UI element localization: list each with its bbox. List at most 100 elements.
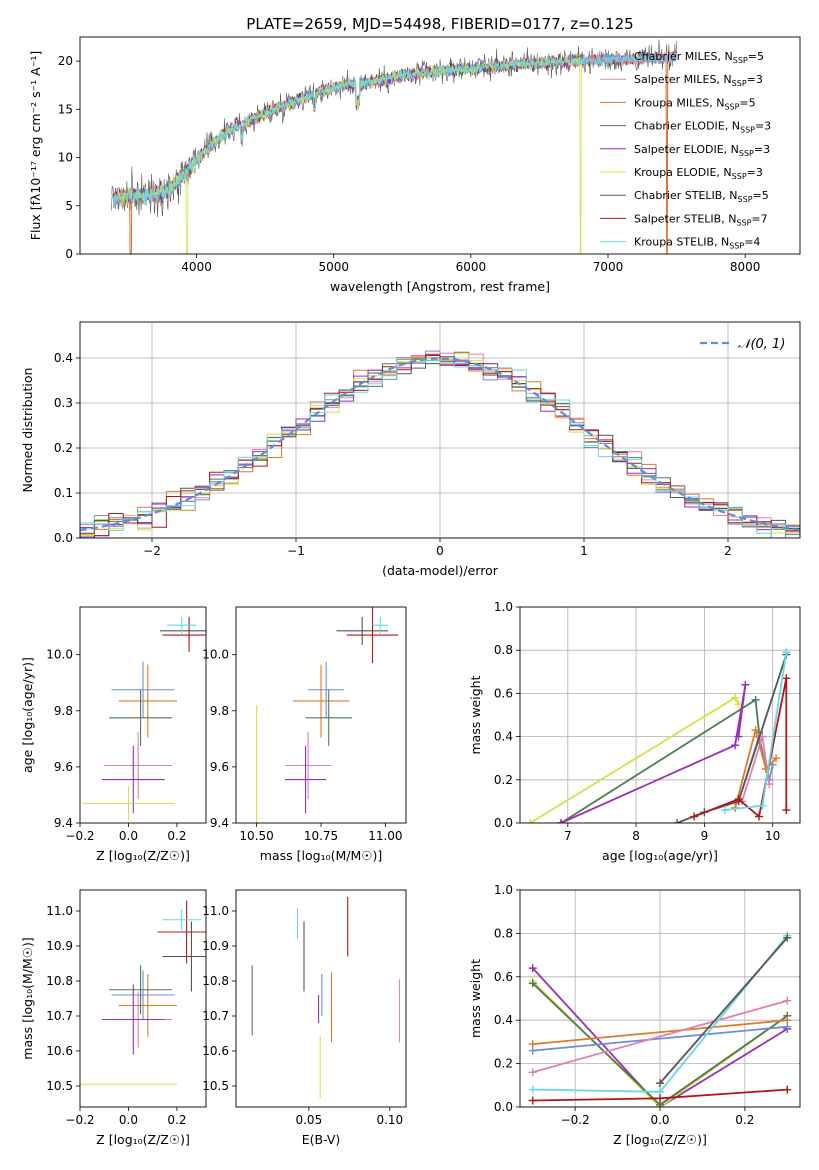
- mass-vs-Z-point-chabrier-miles: [111, 970, 175, 1020]
- spectrum-xtick-label: 5000: [318, 260, 349, 274]
- age-vs-Z-point-salpeter-stelib: [162, 618, 206, 652]
- weight-vs-age-marker-kroupa-elodie: [731, 693, 740, 702]
- spectrum-xtick-label: 7000: [593, 260, 624, 274]
- residual-histogram-ytick-label: 0.3: [54, 396, 73, 410]
- weight-vs-Z-marker-salpeter-stelib: [656, 1094, 664, 1103]
- weight-vs-age-ylabel: mass weight: [468, 675, 483, 754]
- weight-vs-age-marker-kroupa-stelib: [758, 801, 767, 810]
- residual-histogram-frame: [79, 321, 801, 539]
- weight-vs-Z-frame: [519, 889, 801, 1108]
- residual-histogram-xtick-label: 1: [580, 544, 588, 558]
- weight-vs-Z-ytick-label: 0.2: [494, 1057, 513, 1071]
- mass-vs-Z-point-chabrier-stelib: [162, 921, 206, 992]
- mass-vs-EBV-xtick-label: 0.10: [376, 1113, 403, 1127]
- weight-vs-Z-marker-salpeter-miles: [528, 1068, 537, 1077]
- age-vs-Z-frame: [79, 606, 207, 824]
- age-vs-Z-xlabel: Z [log₁₀(Z/Z☉)]: [96, 848, 190, 863]
- residual-histogram-normal-curve: [80, 357, 800, 532]
- residual-histogram-legend-label: 𝒩(0, 1): [738, 337, 785, 352]
- weight-vs-Z-marker-chabrier-elodie: [528, 979, 537, 988]
- mass-vs-EBV-ytick-label: 11.0: [202, 904, 229, 918]
- weight-vs-age-marker-kroupa-stelib: [720, 806, 729, 815]
- age-vs-Z-ytick-label: 10.0: [46, 648, 73, 662]
- weight-vs-Z-marker-kroupa-stelib: [528, 1085, 537, 1094]
- spectrum-line-kroupa-stelib: [111, 52, 677, 207]
- mass-vs-Z-xlabel: Z [log₁₀(Z/Z☉)]: [96, 1132, 190, 1147]
- age-vs-Z-point-kroupa-miles: [118, 664, 177, 738]
- spectrum-plot-area: [111, 39, 677, 254]
- weight-vs-Z-line-chabrier-miles: [532, 1025, 788, 1052]
- mass-vs-EBV-xtick-label: 0.05: [295, 1113, 322, 1127]
- weight-vs-Z-line-kroupa-miles: [532, 1019, 788, 1045]
- spectrum-ytick-label: 5: [65, 199, 73, 213]
- age-vs-mass-xlabel: mass [log₁₀(M/M☉)]: [260, 848, 382, 863]
- mass-vs-Z-point-salpeter-elodie: [101, 984, 165, 1055]
- residual-histogram-xlabel: (data-model)/error: [382, 563, 499, 578]
- mass-vs-EBV-ytick-label: 10.8: [202, 974, 229, 988]
- age-vs-mass-point-salpeter-elodie: [284, 745, 327, 814]
- mass-vs-Z-ytick-label: 10.5: [46, 1079, 73, 1093]
- spectrum-legend-label: Kroupa ELODIE, NSSP=3: [634, 166, 763, 181]
- mass-vs-Z-point-kroupa-stelib: [162, 909, 202, 931]
- weight-vs-age-marker-salpeter-stelib: [734, 795, 743, 804]
- weight-vs-Z-plot-area: [520, 890, 800, 1107]
- spectrum-legend-label: Chabrier MILES, NSSP=5: [634, 50, 764, 65]
- weight-vs-age-line-kroupa-elodie: [529, 696, 740, 823]
- weight-vs-age-ytick-label: 1.0: [494, 600, 513, 614]
- age-vs-mass-xtick-label: 11.00: [368, 829, 402, 843]
- weight-vs-Z-xtick-label: −0.2: [561, 1113, 590, 1127]
- spectrum-legend-label: Chabrier STELIB, NSSP=5: [634, 189, 769, 204]
- spectrum-xtick-label: 4000: [181, 260, 212, 274]
- weight-vs-Z-marker-salpeter-stelib: [528, 1096, 537, 1105]
- weight-vs-age-marker-salpeter-stelib: [782, 674, 791, 683]
- age-vs-mass-ytick-label: 9.6: [210, 760, 229, 774]
- mass-vs-Z-ytick-label: 10.8: [46, 974, 73, 988]
- weight-vs-Z-ytick-label: 0.4: [494, 1013, 513, 1027]
- mass-vs-EBV-plot-area: [251, 897, 401, 1099]
- age-vs-Z-ytick-label: 9.6: [54, 760, 73, 774]
- residual-histogram-xtick-label: 2: [724, 544, 732, 558]
- weight-vs-age-marker-salpeter-elodie: [734, 732, 743, 741]
- weight-vs-age-marker-kroupa-stelib: [782, 648, 791, 657]
- weight-vs-Z-ytick-label: 0.8: [494, 926, 513, 940]
- age-vs-Z-ylabel: age [log₁₀(age/yr)]: [20, 657, 35, 773]
- mass-vs-EBV-ytick-label: 10.7: [202, 1009, 229, 1023]
- mass-vs-EBV-ytick-label: 10.9: [202, 939, 229, 953]
- spectrum-legend: Chabrier MILES, NSSP=5 Salpeter MILES, NS…: [600, 50, 771, 251]
- weight-vs-Z-ytick-label: 0.0: [494, 1100, 513, 1114]
- weight-vs-Z-marker-chabrier-miles: [528, 1046, 537, 1055]
- mass-vs-Z-ytick-label: 10.9: [46, 939, 73, 953]
- residual-histogram-xtick-label: 0: [436, 544, 444, 558]
- weight-vs-Z-marker-chabrier-stelib: [783, 933, 792, 942]
- age-vs-mass-ytick-label: 10.0: [202, 648, 229, 662]
- figure-title: PLATE=2659, MJD=54498, FIBERID=0177, z=0…: [246, 15, 633, 33]
- weight-vs-age-marker-kroupa-miles: [772, 754, 781, 763]
- weight-vs-age-marker-chabrier-stelib: [673, 819, 682, 823]
- spectrum-ylabel: Flux [fλ10⁻¹⁷ erg cm⁻² s⁻¹ A⁻¹]: [28, 51, 43, 240]
- age-vs-Z-ytick-label: 9.8: [54, 704, 73, 718]
- weight-vs-age-ytick-label: 0.4: [494, 730, 513, 744]
- weight-vs-age-marker-salpeter-stelib: [755, 812, 764, 821]
- spectrum-xtick-label: 6000: [456, 260, 487, 274]
- weight-vs-age-xtick-label: 8: [632, 829, 640, 843]
- age-vs-mass-xtick-label: 10.50: [239, 829, 273, 843]
- age-vs-mass-point-chabrier-miles: [308, 661, 345, 718]
- weight-vs-Z-ytick-label: 1.0: [494, 883, 513, 897]
- mass-vs-EBV-panel: 0.05 0.10 10.5 10.6 10.7 10.8 10.9 11.0 E(B-V): [202, 889, 407, 1147]
- age-vs-mass-ytick-label: 9.4: [210, 816, 229, 830]
- weight-vs-age-xtick-label: 7: [564, 829, 572, 843]
- spectrum-ytick-label: 15: [58, 102, 73, 116]
- mass-vs-Z-xtick-label: 0.0: [119, 1113, 138, 1127]
- mass-vs-Z-panel: −0.2 0.0 0.2 10.5 10.6 10.7 10.8 10.9 11.0 Z [log…: [20, 889, 207, 1147]
- weight-vs-age-marker-kroupa-elodie: [526, 819, 535, 823]
- mass-vs-Z-ytick-label: 10.6: [46, 1044, 73, 1058]
- age-vs-mass-point-kroupa-miles: [292, 664, 350, 738]
- mass-vs-Z-ylabel: mass [log₁₀(M/M☉)]: [20, 937, 35, 1059]
- weight-vs-age-plot-area: [520, 607, 800, 823]
- age-vs-Z-xtick-label: 0.0: [119, 829, 138, 843]
- weight-vs-age-marker-salpeter-elodie: [741, 680, 750, 689]
- age-vs-mass-point-chabrier-elodie: [305, 689, 352, 746]
- residual-histogram-ytick-label: 0.1: [54, 486, 73, 500]
- spectrum-legend-label: Chabrier ELODIE, NSSP=3: [634, 120, 771, 135]
- spectrum-legend-label: Salpeter STELIB, NSSP=7: [634, 212, 768, 227]
